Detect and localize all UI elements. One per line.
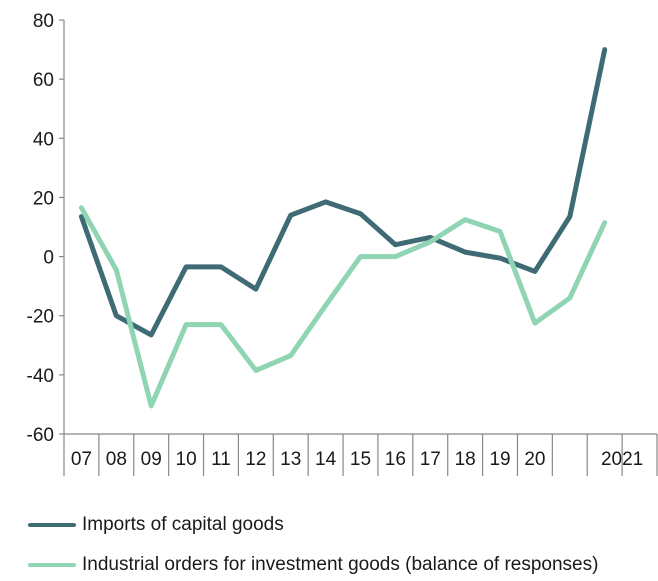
legend-item-imports: Imports of capital goods <box>28 514 284 536</box>
legend-swatch-industrial-orders <box>28 563 76 567</box>
series-line-industrial-orders <box>78 205 608 409</box>
x-tick-label: 15 <box>350 449 371 470</box>
y-tick-label: 60 <box>33 70 54 91</box>
x-tick-label: 13 <box>280 449 301 470</box>
legend-label-imports: Imports of capital goods <box>82 514 284 535</box>
y-tick-label: -40 <box>27 366 54 387</box>
x-axis-ticks: 07 08 09 10 11 12 13 14 15 16 17 18 19 20 2021 <box>63 434 658 476</box>
x-tick-label: 2021 <box>601 449 643 470</box>
y-tick-label: 0 <box>43 248 54 269</box>
x-tick-label: 11 <box>211 449 231 470</box>
y-tick-label: 20 <box>33 188 54 209</box>
line-chart: 80 60 40 20 0 -20 -40 -60 07 08 09 10 11 12 13 14 15 16 1… <box>27 11 658 476</box>
y-tick-label: -20 <box>27 307 54 328</box>
legend-label-industrial-orders: Industrial orders for investment goods (… <box>82 554 599 575</box>
y-tick-label: -60 <box>27 425 54 446</box>
x-tick-label: 09 <box>141 449 162 470</box>
legend-swatch-imports <box>28 523 76 527</box>
x-tick-label: 10 <box>176 449 197 470</box>
x-tick-label: 17 <box>420 449 441 470</box>
x-tick-label: 19 <box>489 449 510 470</box>
x-tick-label: 18 <box>455 449 476 470</box>
x-tick-label: 20 <box>524 449 545 470</box>
x-tick-label: 12 <box>245 449 266 470</box>
x-tick-label: 08 <box>106 449 127 470</box>
series-line-imports <box>78 47 608 338</box>
y-axis-ticks: 80 60 40 20 0 -20 -40 -60 <box>27 11 64 446</box>
legend-item-industrial-orders: Industrial orders for investment goods (… <box>28 554 598 576</box>
x-tick-label: 14 <box>315 449 337 470</box>
y-tick-label: 40 <box>33 129 54 150</box>
x-tick-label: 16 <box>385 449 406 470</box>
series-lines <box>78 47 608 409</box>
x-tick-label: 07 <box>71 449 92 470</box>
y-tick-label: 80 <box>33 11 54 32</box>
